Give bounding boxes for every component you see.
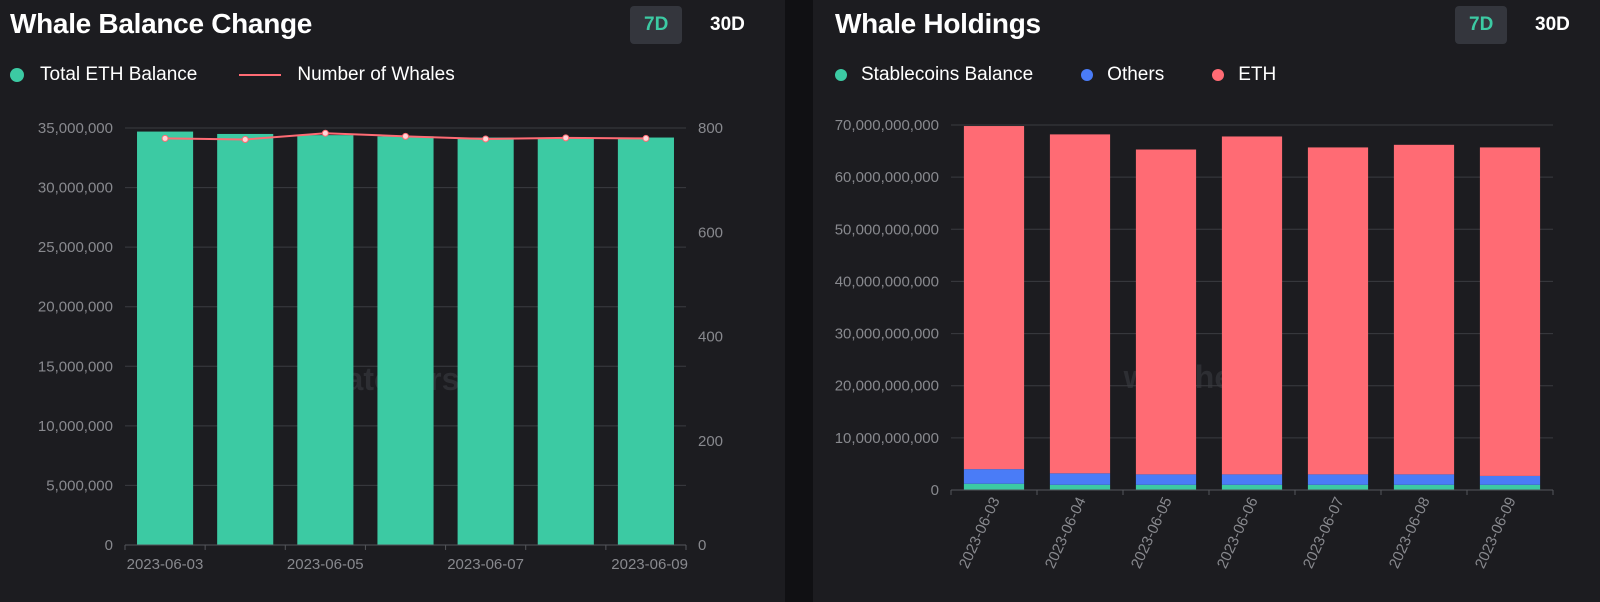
bar-total-eth-balance <box>377 136 434 545</box>
bar-others <box>1479 475 1541 485</box>
bar-others <box>1135 474 1197 485</box>
legend-dot-icon <box>1212 69 1225 81</box>
x-tick-label: 2023-06-05 <box>287 556 364 573</box>
point-number-of-whales <box>642 134 650 142</box>
bar-others <box>1049 473 1111 485</box>
bar-eth <box>1393 144 1455 475</box>
legend-label: Number of Whales <box>297 64 455 85</box>
y-tick-label: 10,000,000,000 <box>835 430 939 447</box>
bar-stablecoins-balance <box>1393 484 1455 490</box>
whale-holdings-panel: Whale Holdings 7D 30D Stablecoins Balanc… <box>813 0 1600 602</box>
range-7d-button[interactable]: 7D <box>630 6 683 44</box>
bar-eth <box>1307 147 1369 475</box>
point-number-of-whales <box>562 134 570 142</box>
whale-holdings-chart: watchers010,000,000,00020,000,000,00030,… <box>835 117 1554 572</box>
legend-label: Others <box>1107 64 1165 85</box>
legend-item-eth[interactable]: ETH <box>1212 64 1276 86</box>
y-tick-label: 20,000,000 <box>38 299 113 316</box>
range-30d-button[interactable]: 30D <box>1521 6 1584 44</box>
legend-label: Total ETH Balance <box>40 64 198 85</box>
y2-tick-label: 0 <box>698 537 706 554</box>
legend-label: ETH <box>1238 64 1277 85</box>
x-tick-label: 2023-06-09 <box>611 556 688 573</box>
legend-item-stablecoins-balance[interactable]: Stablecoins Balance <box>835 64 1033 86</box>
y2-tick-label: 800 <box>698 120 723 137</box>
bar-stablecoins-balance <box>963 483 1025 490</box>
range-30d-button[interactable]: 30D <box>696 6 759 44</box>
bar-stablecoins-balance <box>1049 484 1111 490</box>
y2-tick-label: 200 <box>698 433 723 450</box>
y-tick-label: 30,000,000,000 <box>835 326 939 343</box>
chart-legend: Stablecoins Balance Others ETH <box>835 64 1318 86</box>
bar-others <box>1393 474 1455 485</box>
y-tick-label: 5,000,000 <box>46 477 113 494</box>
point-number-of-whales <box>482 135 490 143</box>
legend-label: Stablecoins Balance <box>861 64 1034 85</box>
bar-stablecoins-balance <box>1307 484 1369 490</box>
chart-legend: Total ETH Balance Number of Whales <box>10 64 497 86</box>
bar-total-eth-balance <box>537 137 594 545</box>
y2-tick-label: 600 <box>698 224 723 241</box>
bar-others <box>1221 474 1283 485</box>
x-tick-label: 2023-06-03 <box>127 556 204 573</box>
y-tick-label: 70,000,000,000 <box>835 117 939 134</box>
range-7d-button[interactable]: 7D <box>1455 6 1508 44</box>
x-tick-label: 2023-06-07 <box>447 556 524 573</box>
bar-total-eth-balance <box>217 133 274 545</box>
x-tick-label: 2023-06-06 <box>1214 495 1262 572</box>
x-tick-label: 2023-06-09 <box>1472 495 1520 572</box>
x-tick-label: 2023-06-07 <box>1300 495 1348 572</box>
legend-dot-icon <box>835 69 847 81</box>
y-tick-label: 60,000,000,000 <box>835 169 939 186</box>
whale-balance-change-chart: watchers05,000,00010,000,00015,000,00020… <box>38 120 723 573</box>
y-tick-label: 50,000,000,000 <box>835 221 939 238</box>
point-number-of-whales <box>241 135 249 143</box>
whale-balance-change-panel: Whale Balance Change 7D 30D Total ETH Ba… <box>0 0 785 602</box>
point-number-of-whales <box>321 129 329 137</box>
bar-stablecoins-balance <box>1135 484 1197 490</box>
y-tick-label: 0 <box>931 482 939 499</box>
bar-total-eth-balance <box>617 137 674 545</box>
legend-dot-icon <box>1081 69 1094 81</box>
x-tick-label: 2023-06-08 <box>1386 495 1434 572</box>
bar-eth <box>1049 134 1111 474</box>
bar-total-eth-balance <box>297 135 354 546</box>
y-tick-label: 40,000,000,000 <box>835 273 939 290</box>
bar-eth <box>1479 147 1541 476</box>
x-tick-label: 2023-06-03 <box>956 495 1004 572</box>
y-tick-label: 10,000,000 <box>38 418 113 435</box>
point-number-of-whales <box>402 132 409 140</box>
legend-item-number-of-whales[interactable]: Number of Whales <box>239 64 455 86</box>
x-tick-label: 2023-06-04 <box>1042 495 1090 572</box>
bar-eth <box>1221 136 1283 475</box>
panel-title: Whale Balance Change <box>10 8 313 39</box>
y-tick-label: 35,000,000 <box>38 120 113 137</box>
y2-tick-label: 400 <box>698 329 723 346</box>
legend-dot-icon <box>10 68 24 82</box>
bar-eth <box>1135 149 1197 475</box>
bar-total-eth-balance <box>457 137 514 545</box>
bar-others <box>1307 474 1369 485</box>
bar-stablecoins-balance <box>1479 484 1541 490</box>
bar-eth <box>963 126 1025 470</box>
y-tick-label: 30,000,000 <box>38 180 113 197</box>
bar-others <box>963 469 1025 484</box>
y-tick-label: 25,000,000 <box>38 239 113 256</box>
y-tick-label: 20,000,000,000 <box>835 378 939 395</box>
y-tick-label: 15,000,000 <box>38 358 113 375</box>
legend-item-others[interactable]: Others <box>1081 64 1164 86</box>
point-number-of-whales <box>161 134 169 142</box>
bar-stablecoins-balance <box>1221 484 1283 490</box>
legend-line-icon <box>239 74 282 76</box>
x-tick-label: 2023-06-05 <box>1128 495 1176 572</box>
bar-total-eth-balance <box>137 131 194 545</box>
y-tick-label: 0 <box>105 537 113 554</box>
panel-title: Whale Holdings <box>835 8 1041 39</box>
legend-item-total-eth-balance[interactable]: Total ETH Balance <box>10 64 197 86</box>
